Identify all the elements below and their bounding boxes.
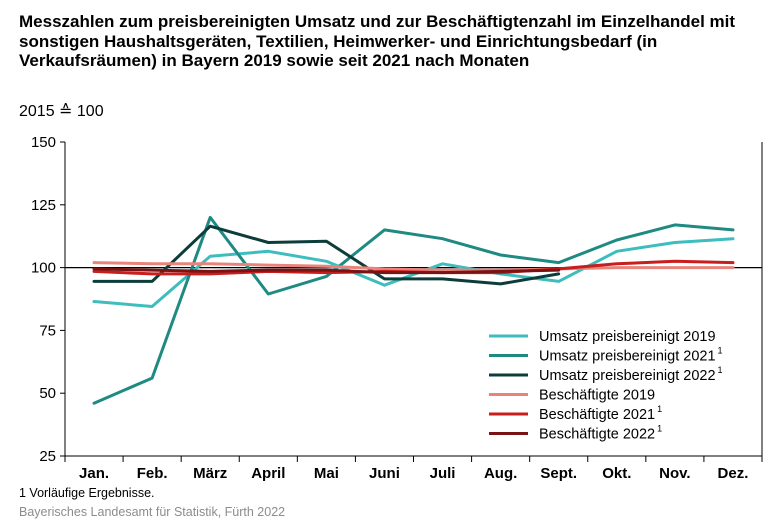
series-layer [92,215,735,405]
x-tick-label: März [193,465,227,482]
legend-label: Beschäftigte 2022 [539,427,655,443]
x-tick-label: Mai [314,465,339,482]
x-tick-label: Aug. [484,465,517,482]
legend-footnote-marker: 1 [657,404,662,414]
y-tick-label: 125 [31,197,56,214]
footnote: 1 Vorläufige Ergebnisse. [19,486,155,500]
chart-subtitle: 2015 ≙ 100 [19,103,104,120]
x-tick-label: Dez. [718,465,749,482]
y-axis: 25 50 75 100 125 150 [31,134,65,465]
legend-label: Beschäftigte 2021 [539,407,655,423]
legend-label: Umsatz preisbereinigt 2019 [539,329,716,345]
x-tick-label: Sept. [540,465,577,482]
y-tick-label: 50 [39,385,56,402]
x-tick-label: April [251,465,285,482]
x-axis: Jan. Feb. März April Mai Juni Juli Aug. Sept. Okt… [64,456,763,482]
series-line-4 [92,261,735,272]
x-tick-label: Juli [430,465,456,482]
legend-footnote-marker: 1 [718,365,723,375]
legend-label: Umsatz preisbereinigt 2021 [539,349,716,365]
x-tick-label: Okt. [602,465,631,482]
y-tick-label: 150 [31,134,56,151]
x-tick-label: Nov. [659,465,690,482]
series-line-6 [92,267,561,275]
legend-footnote-marker: 1 [718,346,723,356]
legend-label: Beschäftigte 2019 [539,388,655,404]
series-line-2 [92,215,735,405]
legend-footnote-marker: 1 [657,424,662,434]
legend: Umsatz preisbereinigt 2019 Umsatz preisbe… [489,329,723,443]
x-tick-label: Feb. [137,465,168,482]
source-note: Bayerisches Landesamt für Statistik, Für… [19,505,286,519]
y-tick-label: 25 [39,448,56,465]
x-tick-label: Jan. [79,465,109,482]
legend-label: Umsatz preisbereinigt 2022 [539,368,716,384]
y-tick-label: 100 [31,260,56,277]
chart-title: Messzahlen zum preisbereinigten Umsatz u… [19,12,736,70]
y-tick-label: 75 [39,322,56,339]
x-tick-label: Juni [369,465,400,482]
